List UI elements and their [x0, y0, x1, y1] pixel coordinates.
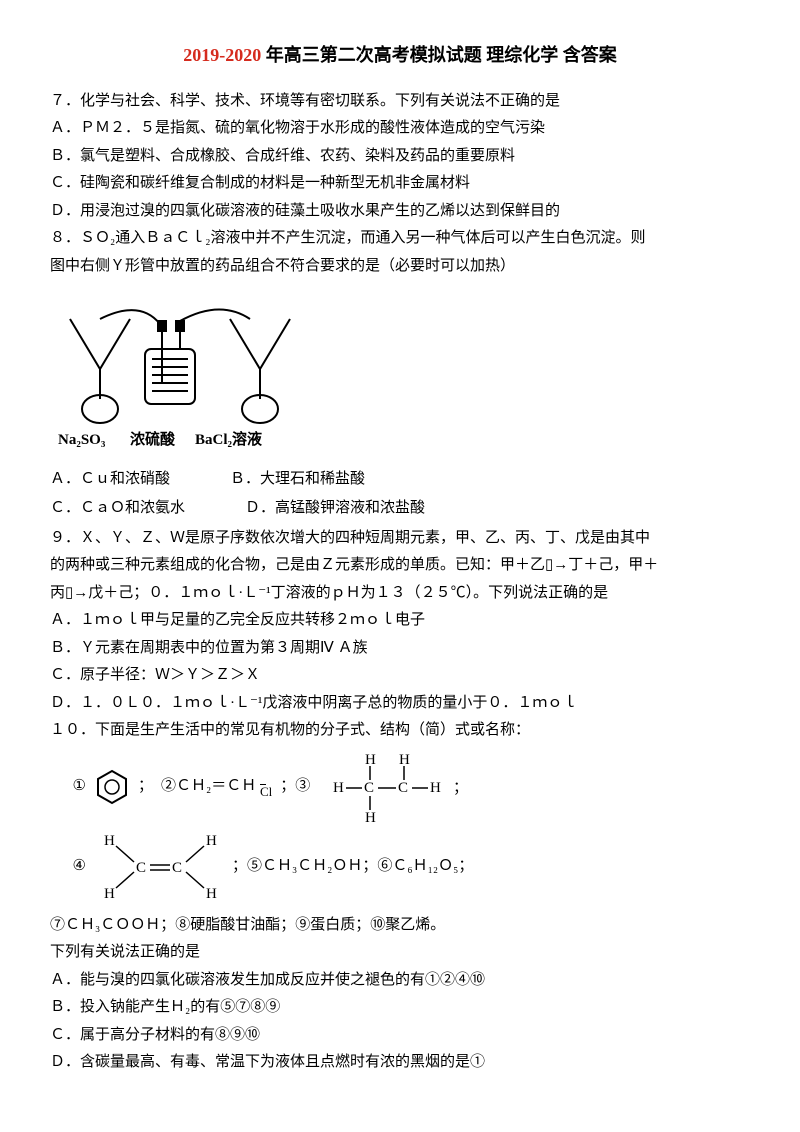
figure-label-right: BaCl₂溶液 [195, 430, 263, 448]
svg-text:H: H [104, 886, 115, 902]
benzene-icon [94, 767, 130, 807]
item3-prefix: ；③ [280, 774, 310, 800]
q9-stem-c: 丙▯→戊＋己；０．１ｍｏｌ·Ｌ⁻¹丁溶液的ｐＨ为１３（２５℃）。下列说法正确的是 [50, 581, 750, 607]
ethane-structure-icon: H C H H C H H ； [318, 752, 468, 822]
title-year: 2019-2020 [183, 45, 261, 65]
title-text: 年高三第二次高考模拟试题 理综化学 含答案 [266, 45, 617, 65]
item1-punct: ； [138, 774, 153, 800]
q10-mol-row1: ① ； ②ＣＨ₂＝ＣＨ Cl ；③ H C H H C H H ； [50, 752, 750, 822]
item1-num: ① [73, 774, 86, 800]
q7-optD: Ｄ．用浸泡过溴的四氯化碳溶液的硅藻土吸收水果产生的乙烯以达到保鲜目的 [50, 199, 750, 225]
q8-optB: Ｂ．大理石和稀盐酸 [230, 467, 365, 493]
q10-optC: Ｃ．属于高分子材料的有⑧⑨⑩ [50, 1023, 750, 1049]
q8-stem-b: 图中右侧Ｙ形管中放置的药品组合不符合要求的是（必要时可以加热） [50, 254, 750, 280]
svg-text:H: H [430, 780, 441, 796]
svg-text:C: C [172, 860, 182, 876]
svg-text:H: H [365, 752, 376, 768]
item4-num: ④ [73, 854, 86, 880]
svg-text:C: C [398, 780, 408, 796]
svg-text:H: H [206, 886, 217, 902]
q10-optA: Ａ．能与溴的四氯化碳溶液发生加成反应并使之褪色的有①②④⑩ [50, 968, 750, 994]
figure-label-left: Na₂SO₃ [58, 432, 106, 448]
q9-optA: Ａ．１ｍｏｌ甲与足量的乙完全反应共转移２ｍｏｌ电子 [50, 608, 750, 634]
figure-label-mid: 浓硫酸 [130, 430, 176, 448]
q9-optB: Ｂ．Ｙ元素在周期表中的位置为第３周期Ⅳ Ａ族 [50, 636, 750, 662]
q7-optC: Ｃ．硅陶瓷和碳纤维复合制成的材料是一种新型无机非金属材料 [50, 171, 750, 197]
q7-optA: Ａ．ＰＭ２．５是指氮、硫的氧化物溶于水形成的酸性液体造成的空气污染 [50, 116, 750, 142]
item2: ②ＣＨ₂＝ＣＨ Cl [161, 774, 272, 800]
q9-stem-b: 的两种或三种元素组成的化合物，己是由Ｚ元素形成的单质。已知：甲＋乙▯→丁＋己，甲… [50, 553, 750, 579]
q10-item-line3: ⑦ＣＨ₃ＣＯＯＨ；⑧硬脂酸甘油酯；⑨蛋白质；⑩聚乙烯。 [50, 913, 750, 939]
svg-text:H: H [206, 833, 217, 849]
svg-text:；: ； [453, 780, 468, 796]
q8-optC: Ｃ．ＣａＯ和浓氨水 [50, 496, 185, 522]
item5-6: ；⑤ＣＨ₃ＣＨ₂ＯＨ；⑥Ｃ₆Ｈ₁₂Ｏ₅； [232, 854, 473, 880]
svg-text:C: C [136, 860, 146, 876]
svg-text:H: H [333, 780, 344, 796]
q7-optB: Ｂ．氯气是塑料、合成橡胶、合成纤维、农药、染料及药品的重要原料 [50, 144, 750, 170]
q10-stem: １０．下面是生产生活中的常见有机物的分子式、结构（简）式或名称： [50, 718, 750, 744]
svg-text:C: C [364, 780, 374, 796]
q10-optD: Ｄ．含碳量最高、有毒、常温下为液体且点燃时有浓的黑烟的是① [50, 1050, 750, 1076]
q8-optA: Ａ．Ｃｕ和浓硝酸 [50, 467, 170, 493]
q9-optC: Ｃ．原子半径：Ｗ＞Ｙ＞Ｚ＞Ｘ [50, 663, 750, 689]
q10-substem: 下列有关说法正确的是 [50, 940, 750, 966]
svg-text:H: H [365, 810, 376, 822]
q8-stem-a: ８．ＳＯ₂通入ＢａＣｌ₂溶液中并不产生沉淀，而通入另一种气体后可以产生白色沉淀。… [50, 226, 750, 252]
ethylene-structure-icon: H H C C H H [94, 830, 224, 905]
q8-apparatus-figure: Na₂SO₃ 浓硫酸 BaCl₂溶液 [50, 289, 750, 459]
svg-text:H: H [104, 833, 115, 849]
q9-stem-a: ９．Ｘ、Ｙ、Ｚ、Ｗ是原子序数依次增大的四种短周期元素，甲、乙、丙、丁、戊是由其中 [50, 526, 750, 552]
q8-optD: Ｄ．高锰酸钾溶液和浓盐酸 [245, 496, 425, 522]
q7-stem: ７．化学与社会、科学、技术、环境等有密切联系。下列有关说法不正确的是 [50, 89, 750, 115]
q10-optB: Ｂ．投入钠能产生Ｈ₂的有⑤⑦⑧⑨ [50, 995, 750, 1021]
q9-optD: Ｄ．１．０Ｌ０．１ｍｏｌ·Ｌ⁻¹戊溶液中阴离子总的物质的量小于０．１ｍｏｌ [50, 691, 750, 717]
page-title: 2019-2020 年高三第二次高考模拟试题 理综化学 含答案 [50, 40, 750, 71]
q10-mol-row2: ④ H H C C H H ；⑤ＣＨ₃ＣＨ₂ＯＨ；⑥Ｃ₆Ｈ₁₂Ｏ₅； [50, 830, 750, 905]
svg-text:H: H [399, 752, 410, 768]
